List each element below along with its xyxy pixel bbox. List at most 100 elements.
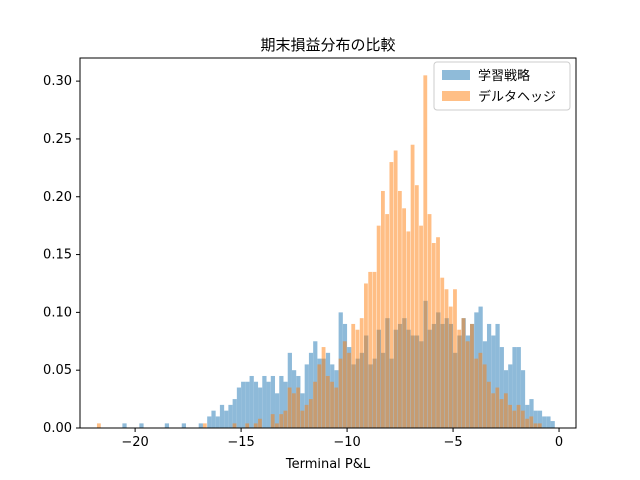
histogram-bar [406, 231, 411, 428]
histogram-bar [453, 289, 457, 428]
histogram-bar [139, 423, 144, 429]
histogram-bar [291, 393, 296, 428]
legend-label: 学習戦略 [478, 68, 530, 84]
histogram-bar [300, 393, 305, 428]
histogram-bar [266, 381, 271, 428]
histogram-bar [529, 416, 534, 428]
x-tick-label: −10 [333, 435, 360, 450]
histogram-bar [334, 387, 339, 428]
y-tick-label: 0.25 [43, 132, 72, 147]
histogram-bar [512, 410, 517, 428]
histogram-bar [338, 358, 343, 429]
histogram-bar [258, 387, 263, 428]
histogram-bar [241, 381, 246, 428]
histogram-bar [431, 243, 436, 428]
histogram-bar [385, 214, 390, 428]
x-axis: −20 −15 −10 −5 0 [121, 428, 563, 450]
histogram-bar [465, 341, 470, 428]
histogram-bar [364, 283, 368, 428]
histogram-bar [228, 404, 233, 429]
histogram-bar [542, 416, 547, 428]
histogram-bar [219, 404, 225, 429]
x-tick-label: −15 [227, 435, 254, 450]
histogram-bar [419, 225, 423, 428]
histogram-bar [414, 185, 419, 428]
x-tick-label: −5 [443, 435, 462, 450]
histogram-bar [122, 423, 127, 429]
histogram-bar [461, 318, 466, 428]
histogram-bar [474, 358, 479, 429]
histogram-bar [253, 423, 258, 429]
y-tick-label: 0.05 [43, 363, 72, 378]
histogram-bar [245, 381, 250, 428]
y-tick-label: 0.10 [43, 305, 72, 320]
histogram-bar [491, 335, 496, 428]
histogram-bar [270, 414, 275, 429]
histogram-bar [287, 387, 292, 428]
histogram-bar [448, 306, 453, 428]
histogram-bar [444, 289, 449, 428]
histogram-bar [236, 387, 242, 428]
histogram-bar [164, 423, 170, 429]
histogram-bar [402, 208, 407, 428]
histogram-bar [491, 393, 496, 428]
histogram-bar [495, 387, 500, 428]
histogram-bar [215, 416, 220, 428]
bars-layer [96, 75, 555, 429]
histogram-bar [202, 423, 207, 429]
histogram-bar [308, 352, 314, 428]
histogram-bar [283, 410, 288, 428]
legend-swatch [442, 91, 470, 101]
histogram-bar [380, 190, 385, 428]
x-tick-label: 0 [555, 435, 563, 450]
histogram-bar [181, 423, 186, 429]
histogram-bar [296, 387, 301, 428]
y-tick-label: 0.20 [43, 190, 72, 205]
histogram-bar [546, 416, 551, 428]
histogram-bar [308, 399, 313, 428]
histogram-bar [198, 423, 203, 429]
histogram-bar [330, 381, 334, 428]
histogram-bar [529, 399, 534, 428]
x-axis-label: Terminal P&L [285, 457, 371, 472]
histogram-bar [368, 271, 373, 428]
histogram-bar [270, 375, 276, 428]
histogram-bar [279, 375, 284, 428]
histogram-bar [525, 418, 529, 428]
histogram-bar [440, 277, 445, 428]
histogram-bar [397, 190, 402, 428]
histogram-bar [275, 393, 280, 428]
histogram-bar [355, 329, 360, 428]
histogram-bar [351, 323, 356, 428]
legend-label: デルタヘッジ [478, 89, 556, 105]
histogram-bar [258, 418, 262, 428]
histogram-bar [436, 237, 440, 428]
series-2 [96, 75, 542, 429]
legend-swatch [442, 70, 470, 80]
chart-title: 期末損益分布の比較 [260, 36, 395, 54]
histogram-bar [508, 404, 512, 429]
y-tick-label: 0.30 [43, 74, 72, 89]
histogram-bar [300, 410, 305, 428]
histogram-bar [283, 381, 288, 428]
histogram-bar [470, 323, 474, 428]
histogram-bar [495, 323, 500, 428]
histogram-bar [372, 271, 377, 428]
plot-frame [79, 57, 577, 429]
histogram-bar [533, 423, 538, 429]
histogram-bar [207, 416, 212, 428]
histogram-bar [486, 381, 491, 428]
histogram-bar [304, 404, 309, 429]
histogram-bar [423, 75, 428, 428]
histogram-bar [486, 323, 492, 428]
histogram-bar [410, 144, 415, 428]
histogram-bar [96, 423, 101, 429]
histogram-bar [376, 225, 381, 428]
histogram-bar [533, 410, 538, 428]
histogram-bar [457, 329, 462, 428]
histogram-bar [499, 399, 504, 428]
histogram-bar [537, 410, 543, 428]
histogram-bar [516, 404, 521, 429]
histogram-bar [253, 381, 259, 428]
